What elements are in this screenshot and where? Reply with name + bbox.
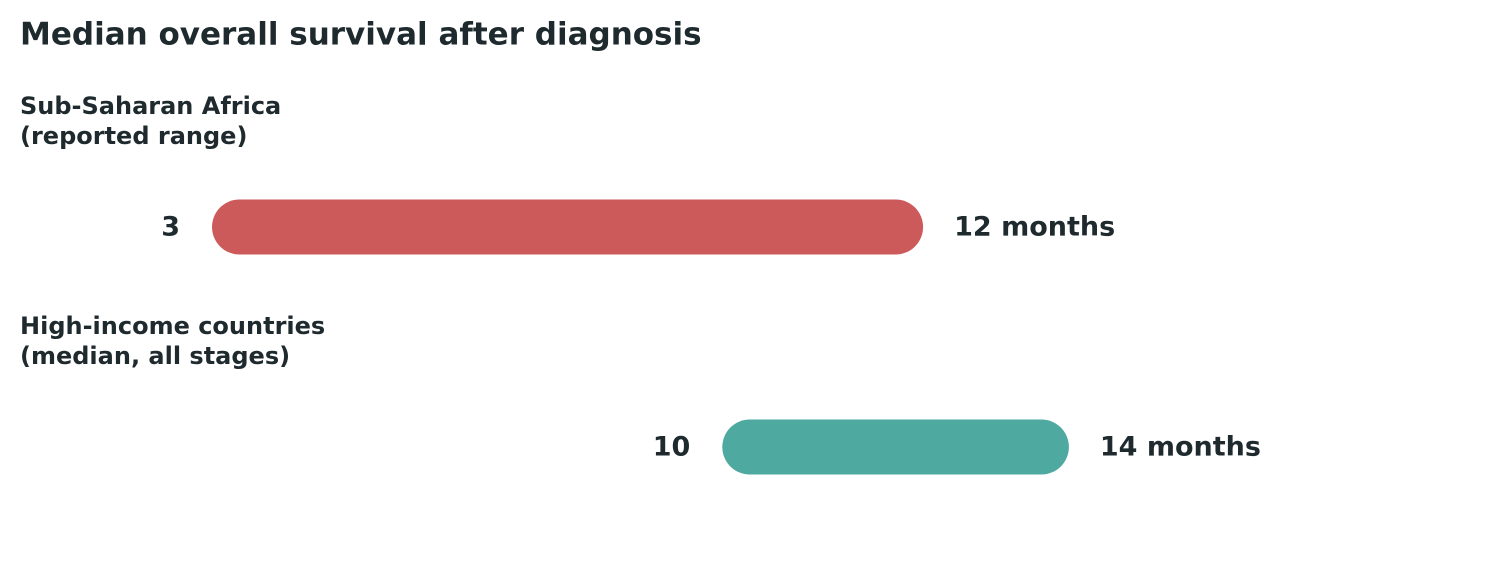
low-label: 10 — [653, 432, 691, 463]
high-label: 12 months — [954, 212, 1115, 243]
category-label: High-income countries — [20, 312, 325, 340]
high-label: 14 months — [1100, 432, 1261, 463]
category-label: Sub-Saharan Africa — [20, 92, 281, 120]
chart-title: Median overall survival after diagnosis — [20, 17, 702, 53]
category-label: (reported range) — [20, 122, 247, 150]
low-label: 3 — [161, 212, 180, 243]
category-label: (median, all stages) — [20, 342, 290, 370]
